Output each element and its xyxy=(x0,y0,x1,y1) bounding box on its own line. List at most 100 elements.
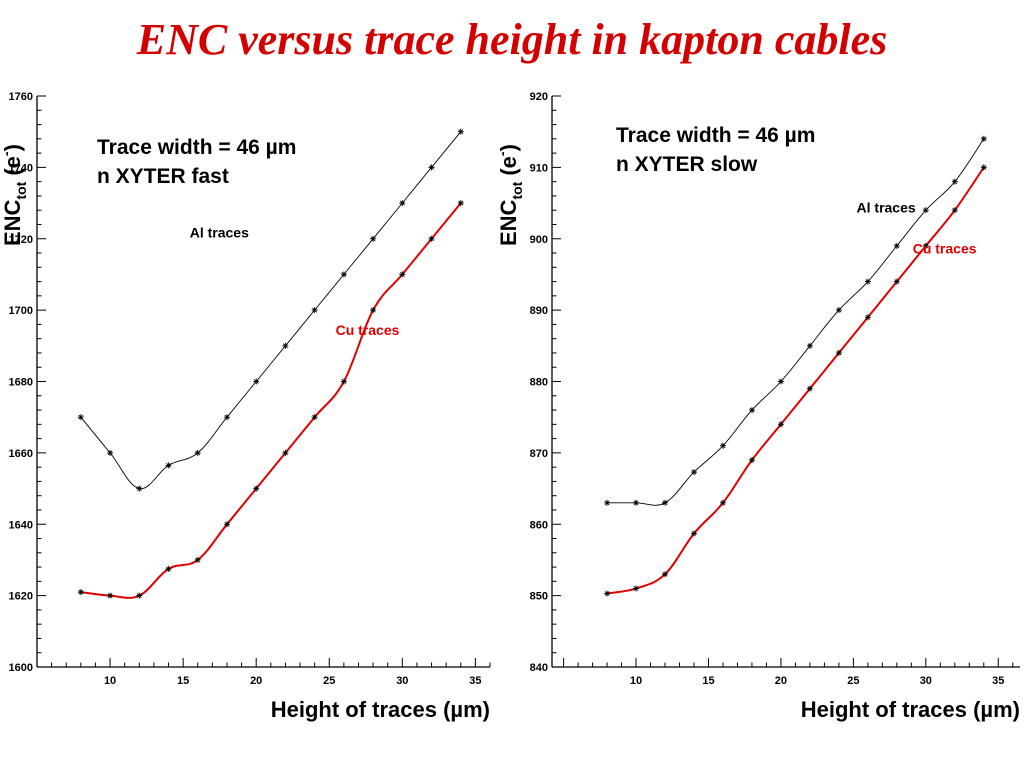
chart-panel-left: 1600 1620 1640 1660 1680 1700 1720 1740 1760 10 15… xyxy=(0,84,512,768)
cu-traces-marker xyxy=(77,589,84,596)
x-tick-label: 35 xyxy=(469,675,481,687)
y-tick-label: 920 xyxy=(530,91,548,103)
al-traces-marker xyxy=(604,499,611,506)
cu-traces-marker xyxy=(194,556,201,563)
y-tick-label: 1720 xyxy=(9,234,33,246)
x-axis-title: Height of traces (µm) xyxy=(801,697,1020,722)
chip-mode-annotation: n XYTER slow xyxy=(616,153,758,176)
y-axis-title: ENCtot(e-) xyxy=(0,144,29,246)
y-tick-label: 880 xyxy=(530,377,548,389)
x-axis-title: Height of traces (µm) xyxy=(271,697,490,722)
cu-traces-marker xyxy=(662,571,668,578)
y-tick-label: 890 xyxy=(530,305,548,317)
al-traces-marker xyxy=(777,378,784,385)
x-tick-label: 25 xyxy=(847,675,859,687)
y-tick-label: 1660 xyxy=(9,448,33,460)
cu-traces-label: Cu traces xyxy=(336,322,400,338)
y-tick-label: 910 xyxy=(530,162,548,174)
cu-traces-marker xyxy=(922,242,929,249)
y-tick-label: 1680 xyxy=(9,377,33,389)
al-traces-marker xyxy=(77,414,84,421)
cu-traces-marker xyxy=(633,585,639,592)
al-traces-marker xyxy=(136,485,143,492)
y-tick-label: 870 xyxy=(530,448,548,460)
x-tick-label: 15 xyxy=(702,675,714,687)
y-tick-label: 1700 xyxy=(9,305,33,317)
chip-mode-annotation: n XYTER fast xyxy=(97,165,229,188)
cu-traces-marker xyxy=(428,235,435,242)
cu-traces-marker xyxy=(604,590,611,597)
x-tick-label: 30 xyxy=(920,675,932,687)
al-traces-line xyxy=(607,138,985,506)
cu-traces-marker xyxy=(893,278,900,285)
x-tick-label: 20 xyxy=(250,675,262,687)
al-traces-marker xyxy=(253,378,260,385)
x-tick-label: 25 xyxy=(323,675,335,687)
al-traces-marker xyxy=(951,178,958,185)
al-traces-marker xyxy=(370,235,377,242)
trace-width-annotation: Trace width = 46 µm xyxy=(97,136,296,159)
x-tick-label: 30 xyxy=(396,675,408,687)
cu-traces-marker xyxy=(720,499,726,506)
cu-traces-label: Cu traces xyxy=(913,241,977,257)
cu-traces-marker xyxy=(777,421,784,428)
al-traces-marker xyxy=(893,242,900,249)
cu-traces-line xyxy=(606,166,985,595)
y-tick-label: 1640 xyxy=(9,519,33,531)
cu-traces-marker xyxy=(749,457,755,463)
al-traces-marker xyxy=(691,469,697,476)
al-traces-marker xyxy=(107,449,114,456)
al-traces-marker xyxy=(457,128,464,135)
y-tick-label: 850 xyxy=(530,591,548,603)
cu-traces-marker xyxy=(136,592,143,599)
al-traces-marker xyxy=(806,342,813,349)
cu-traces-marker xyxy=(253,485,260,492)
cu-traces-marker xyxy=(691,530,697,537)
cu-traces-marker xyxy=(340,378,347,385)
cu-traces-marker xyxy=(835,349,842,356)
trace-width-annotation: Trace width = 46 µm xyxy=(616,124,815,147)
al-traces-marker xyxy=(428,164,435,171)
al-traces-marker xyxy=(340,271,347,278)
al-traces-marker xyxy=(282,342,289,349)
al-traces-marker xyxy=(194,449,201,456)
x-tick-label: 20 xyxy=(775,675,787,687)
al-traces-marker xyxy=(864,278,871,285)
al-traces-marker xyxy=(720,442,726,449)
cu-traces-marker xyxy=(311,414,318,421)
y-tick-label: 1600 xyxy=(9,662,33,674)
cu-traces-marker xyxy=(399,271,406,278)
y-tick-label: 900 xyxy=(530,234,548,246)
chart-right: 840 850 860 870 880 890 900 910 920 10 15 20 25 30 35 H… xyxy=(494,91,1020,722)
y-tick-label: 1740 xyxy=(9,162,33,174)
al-traces-marker xyxy=(835,307,842,314)
cu-traces-marker xyxy=(806,385,813,392)
cu-traces-marker xyxy=(282,449,289,456)
al-traces-marker xyxy=(633,499,639,506)
cu-traces-marker xyxy=(370,307,377,314)
y-tick-label: 1620 xyxy=(9,591,33,603)
y-tick-label: 1760 xyxy=(9,91,33,103)
cu-traces-marker xyxy=(864,314,871,321)
x-tick-label: 10 xyxy=(630,675,642,687)
al-traces-marker xyxy=(165,462,172,469)
al-traces-label: Al traces xyxy=(190,225,249,241)
x-tick-label: 35 xyxy=(992,675,1004,687)
y-tick-label: 860 xyxy=(530,519,548,531)
cu-traces-marker xyxy=(457,200,464,207)
x-tick-label: 15 xyxy=(177,675,189,687)
slide-title: ENC versus trace height in kapton cables xyxy=(136,15,888,64)
al-traces-marker xyxy=(224,414,230,421)
al-traces-marker xyxy=(399,200,406,207)
cu-traces-marker xyxy=(107,592,114,599)
cu-traces-marker xyxy=(980,164,987,171)
y-tick-label: 840 xyxy=(530,662,548,674)
al-traces-marker xyxy=(922,207,929,214)
al-traces-marker xyxy=(311,307,318,314)
chart-left: 1600 1620 1640 1660 1680 1700 1720 1740 1760 10 15… xyxy=(0,91,491,722)
cu-traces-line xyxy=(80,202,462,599)
al-traces-label: Al traces xyxy=(857,199,916,215)
al-traces-marker xyxy=(749,407,755,414)
chart-panel-right: 840 850 860 870 880 890 900 910 920 10 15 20 25 30 35 H… xyxy=(492,84,1024,768)
cu-traces-marker xyxy=(951,207,958,214)
